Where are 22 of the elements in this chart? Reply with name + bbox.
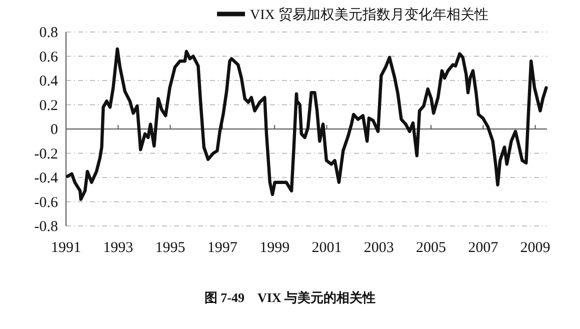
x-tick-label: 2005 bbox=[416, 240, 446, 256]
x-tick-label: 1995 bbox=[155, 240, 186, 256]
y-tick-label: -0.4 bbox=[34, 170, 58, 186]
caption: 图 7-49 VIX 与美元的相关性 bbox=[204, 290, 376, 305]
line-series bbox=[66, 47, 548, 201]
y-tick-label: 0.8 bbox=[39, 25, 58, 41]
y-tick-label: -0.6 bbox=[34, 194, 58, 211]
y-tick-label: 0.6 bbox=[39, 49, 58, 66]
x-tick-label: 1997 bbox=[207, 240, 238, 256]
y-tick-label: 0.4 bbox=[39, 74, 58, 90]
y-tick-label: 0 bbox=[50, 122, 58, 138]
legend-label: VIX 贸易加权美元指数月变化年相关性 bbox=[250, 7, 488, 23]
x-tick-label: 2007 bbox=[468, 240, 499, 256]
x-tick-label: 1993 bbox=[103, 240, 134, 256]
x-tick-label: 2009 bbox=[520, 240, 550, 256]
x-tick-label: 2001 bbox=[312, 240, 342, 256]
y-tick-label: -0.8 bbox=[34, 219, 58, 235]
x-tick-label: 1991 bbox=[51, 240, 81, 256]
x-tick-label: 1999 bbox=[260, 240, 290, 256]
x-tick-label: 2003 bbox=[364, 240, 394, 256]
y-tick-label: -0.2 bbox=[34, 146, 58, 162]
y-tick-label: 0.2 bbox=[39, 98, 58, 114]
